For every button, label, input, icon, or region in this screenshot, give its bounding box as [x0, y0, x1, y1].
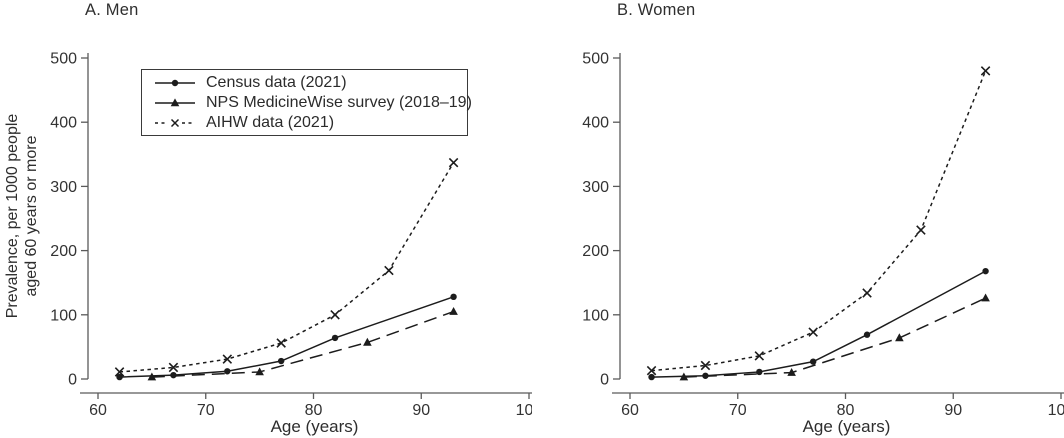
y-tick-label: 200	[50, 243, 77, 260]
circle-marker	[116, 373, 123, 381]
x-marker	[700, 360, 711, 371]
x-tick-label: 90	[412, 402, 430, 419]
legend-label-census: Census data (2021)	[206, 73, 347, 91]
series-circle	[116, 293, 457, 381]
x-tick-label: 100	[1048, 402, 1064, 419]
legend-item-census: Census data (2021)	[152, 73, 463, 92]
circle-marker	[809, 358, 817, 365]
series-line	[119, 296, 454, 378]
series-triangle	[147, 306, 458, 381]
circle-marker	[224, 368, 231, 375]
dashed-line-x-marker-icon	[155, 118, 195, 127]
series-line	[119, 162, 455, 373]
x-marker	[384, 265, 394, 276]
circle-marker	[756, 368, 763, 376]
x-marker	[222, 354, 233, 364]
x-marker	[330, 310, 340, 320]
x-tick-label: 60	[621, 402, 639, 419]
x-tick-label: 70	[729, 402, 747, 419]
series-x	[646, 66, 991, 376]
y-tick-label: 500	[50, 51, 77, 68]
circle-marker	[702, 372, 709, 379]
series-line	[651, 70, 987, 372]
series-x	[114, 157, 459, 377]
x-tick-label: 90	[944, 402, 962, 419]
x-axis-label-men: Age (years)	[270, 417, 359, 436]
series-circle	[648, 267, 989, 381]
series-line	[683, 297, 986, 378]
legend: Census data (2021) NPS MedicineWise surv…	[141, 69, 472, 136]
legend-label-aihw: AIHW data (2021)	[206, 113, 335, 131]
legend-item-nps: NPS MedicineWise survey (2018–19)	[152, 93, 472, 112]
circle-marker	[170, 371, 177, 379]
x-marker	[168, 362, 179, 373]
circle-marker	[450, 293, 457, 301]
circle-marker	[982, 267, 989, 275]
y-tick-label: 0	[600, 372, 609, 389]
axes	[612, 53, 1064, 399]
legend-item-aihw: AIHW data (2021)	[152, 113, 463, 132]
x-tick-label: 80	[837, 402, 855, 419]
circle-marker	[331, 334, 339, 342]
x-tick-label: 100	[516, 402, 532, 419]
x-tick-label: 70	[197, 402, 215, 419]
chart-panel-men: 0 100 200 300 400 500 60 70 80 90 100	[50, 51, 532, 419]
y-tick-label: 400	[50, 115, 77, 132]
solid-line-triangle-marker-icon	[155, 97, 195, 106]
x-tick-label: 60	[89, 402, 107, 419]
panel-title-women: B. Women	[617, 1, 696, 19]
y-tick-label: 0	[68, 372, 77, 389]
x-marker	[448, 157, 459, 168]
axes	[80, 53, 532, 399]
x-marker	[862, 288, 872, 298]
chart-panel-women: 0 100 200 300 400 500 60 70 80 90 100	[582, 51, 1064, 419]
panel-title-men: A. Men	[85, 1, 139, 19]
y-tick-label: 100	[50, 307, 77, 324]
circle-marker	[648, 373, 655, 381]
triangle-marker	[449, 306, 458, 315]
y-tick-label: 100	[582, 307, 609, 324]
triangle-marker	[981, 293, 990, 302]
y-tick-label: 300	[582, 179, 609, 196]
triangle-marker	[363, 337, 372, 346]
y-tick-label: 400	[582, 115, 609, 132]
x-marker	[276, 338, 286, 348]
legend-label-nps: NPS MedicineWise survey (2018–19)	[206, 93, 472, 111]
series-line	[151, 310, 454, 378]
y-tick-label: 200	[582, 243, 609, 260]
x-tick-label: 80	[305, 402, 323, 419]
circle-marker	[863, 331, 871, 338]
y-tick-label: 500	[582, 51, 609, 68]
x-marker	[754, 351, 765, 361]
triangle-marker	[895, 333, 904, 342]
x-marker	[646, 365, 657, 376]
x-marker	[980, 66, 991, 76]
series-triangle	[679, 293, 990, 381]
x-marker	[808, 327, 818, 337]
series-line	[651, 270, 986, 378]
triangle-marker	[255, 367, 264, 376]
solid-line-circle-marker-icon	[155, 79, 195, 86]
x-marker	[114, 367, 125, 377]
circle-marker	[277, 357, 285, 365]
x-marker	[916, 225, 926, 235]
x-axis-label-women: Age (years)	[802, 417, 891, 436]
triangle-marker	[787, 367, 796, 376]
y-tick-label: 300	[50, 179, 77, 196]
